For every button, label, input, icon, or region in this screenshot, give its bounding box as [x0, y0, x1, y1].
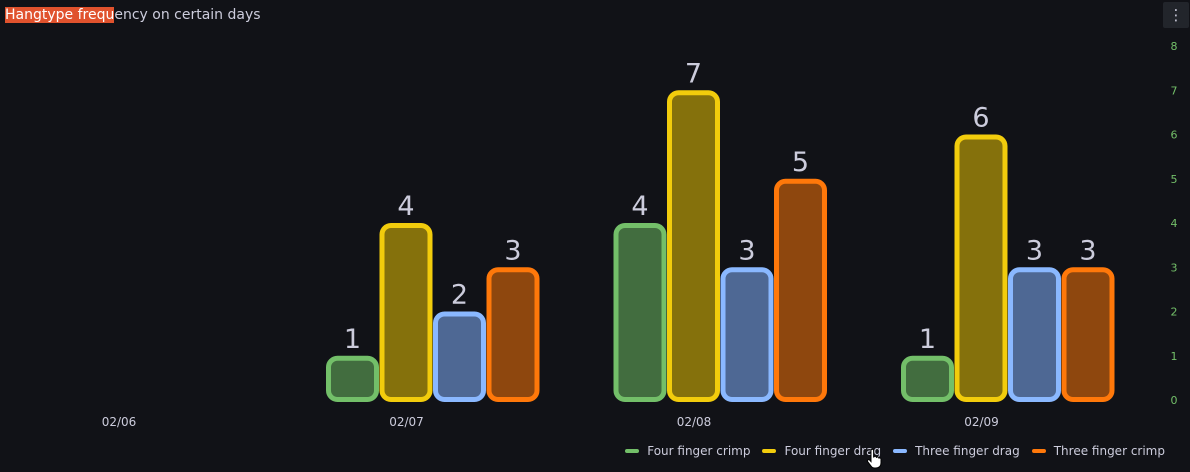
legend-item[interactable]: Three finger crimp [1031, 444, 1165, 458]
y-tick-label: 3 [1171, 261, 1178, 274]
bar-value-label: 1 [919, 324, 936, 355]
bar [1061, 267, 1115, 402]
panel-title-highlight: Hangtype frequ [5, 7, 115, 23]
y-tick-label: 0 [1171, 394, 1178, 407]
y-tick-label: 2 [1171, 306, 1178, 319]
bar [954, 134, 1008, 402]
bar [720, 267, 774, 402]
x-tick-label: 02/09 [964, 415, 999, 429]
legend-swatch [625, 449, 640, 453]
vertical-dots-icon: ⋮ [1168, 6, 1184, 24]
bar [901, 355, 954, 402]
bar-value-label: 4 [631, 191, 648, 222]
bar [667, 90, 720, 402]
bar-value-label: 3 [504, 235, 521, 266]
bar-value-label: 2 [451, 280, 468, 311]
bar [379, 223, 433, 402]
y-tick-label: 6 [1171, 129, 1178, 142]
legend-item[interactable]: Four finger drag [762, 444, 881, 458]
legend-swatch [1031, 449, 1046, 453]
legend-item[interactable]: Four finger crimp [625, 444, 750, 458]
panel-title-rest: ency on certain days [114, 7, 261, 23]
panel-title: Hangtype frequency on certain days [5, 7, 261, 23]
bar-value-label: 3 [738, 235, 755, 266]
bar [1008, 267, 1061, 402]
bar [433, 311, 486, 402]
bar-value-label: 5 [792, 147, 809, 178]
legend-label: Four finger crimp [647, 444, 751, 458]
bar-value-label: 1 [344, 324, 361, 355]
bar-value-label: 4 [397, 191, 414, 222]
bar-value-label: 6 [972, 103, 989, 134]
bar [774, 178, 827, 402]
bar-value-label: 3 [1079, 235, 1096, 266]
legend-swatch [762, 449, 777, 453]
bar-value-label: 3 [1026, 235, 1043, 266]
bar [326, 355, 379, 402]
legend-label: Three finger crimp [1053, 444, 1165, 458]
legend-swatch [893, 449, 908, 453]
y-tick-label: 4 [1171, 217, 1178, 230]
x-tick-label: 02/08 [677, 415, 712, 429]
legend-item[interactable]: Three finger drag [893, 444, 1020, 458]
y-tick-label: 5 [1171, 173, 1178, 186]
bar-value-label: 7 [685, 58, 702, 89]
y-tick-label: 8 [1171, 40, 1178, 53]
panel-menu-button[interactable]: ⋮ [1163, 2, 1189, 28]
legend-label: Four finger drag [784, 444, 882, 458]
x-tick-label: 02/06 [102, 415, 137, 429]
hand-pointer-icon [866, 449, 882, 469]
y-tick-label: 7 [1171, 84, 1178, 97]
legend: Four finger crimp Four finger drag Three f… [625, 444, 1165, 458]
bar [613, 223, 667, 402]
y-tick-label: 1 [1171, 350, 1178, 363]
x-tick-label: 02/07 [389, 415, 424, 429]
bar [486, 267, 540, 402]
legend-label: Three finger drag [915, 444, 1020, 458]
